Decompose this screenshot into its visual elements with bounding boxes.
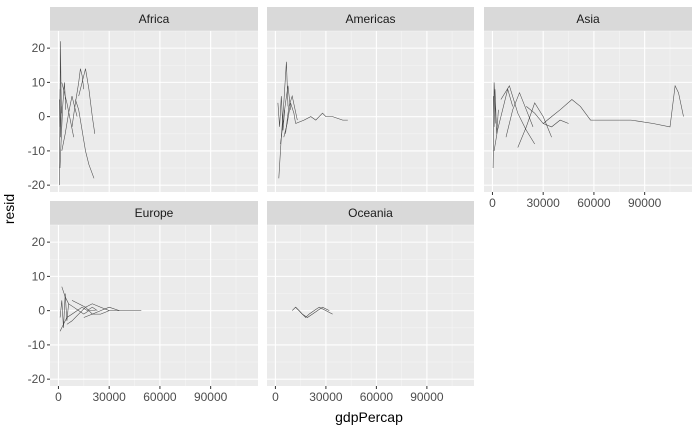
x-tick-label: 30000	[526, 196, 560, 210]
series-line	[505, 91, 534, 138]
y-tick-label: -10	[28, 338, 46, 352]
series-line	[78, 68, 96, 134]
panel-background	[50, 31, 258, 192]
facet-asia: Asia 0 30000 60000 90000	[484, 7, 692, 210]
y-tick-label: 20	[32, 41, 46, 55]
series-line	[59, 89, 62, 138]
facet-strip	[50, 7, 258, 31]
facet-strip	[267, 7, 474, 31]
panel-background	[50, 225, 258, 386]
series-line	[500, 85, 535, 145]
facet-strip	[484, 7, 692, 31]
x-tick-label: 0	[489, 196, 496, 210]
x-tick-label: 60000	[143, 390, 177, 404]
y-tick-label: 20	[32, 235, 46, 249]
x-tick-label: 90000	[628, 196, 662, 210]
y-tick-label: -20	[28, 178, 46, 192]
facet-americas: Americas	[267, 7, 474, 192]
x-tick-label: 0	[272, 390, 279, 404]
series-line	[71, 68, 85, 127]
y-tick-label: 10	[32, 269, 46, 283]
series-line	[59, 293, 69, 328]
series-line	[59, 41, 62, 186]
series-line	[295, 112, 348, 124]
y-axis-title: resid	[1, 194, 17, 224]
x-tick-label: 30000	[309, 390, 343, 404]
series-line	[277, 96, 285, 131]
facet-strip-label: Americas	[345, 12, 395, 26]
y-tick-label: 10	[32, 75, 46, 89]
facet-panels: Africa -20 -10 0 10 20 Americas Asia 0 30000 60000…	[28, 7, 692, 404]
x-tick-label: 60000	[360, 390, 394, 404]
series-line	[295, 306, 330, 318]
facet-europe: Europe 0 30000 60000 90000 -20 -10 0 10 20	[28, 201, 258, 404]
series-line	[493, 89, 499, 134]
facet-strip	[267, 201, 474, 225]
x-tick-label: 90000	[194, 390, 228, 404]
series-line	[61, 82, 74, 138]
facet-strip-label: Africa	[139, 12, 170, 26]
facet-strip-label: Oceania	[348, 206, 393, 220]
series-line	[493, 88, 513, 151]
series-line	[83, 306, 142, 318]
series-line	[278, 61, 289, 179]
series-line	[59, 82, 66, 169]
series-line	[59, 306, 98, 332]
series-line	[285, 95, 298, 134]
x-tick-label: 90000	[410, 390, 444, 404]
series-line	[492, 82, 497, 169]
x-tick-label: 60000	[577, 196, 611, 210]
x-tick-label: 0	[55, 390, 62, 404]
series-line	[543, 84, 684, 128]
y-tick-label: -20	[28, 372, 46, 386]
series-line	[280, 85, 291, 145]
panel-background	[267, 225, 474, 386]
facet-strip-label: Europe	[135, 206, 174, 220]
x-tick-label: 30000	[92, 390, 126, 404]
panel-background	[267, 31, 474, 192]
series-line	[75, 99, 95, 179]
panel-background	[484, 31, 692, 192]
y-tick-label: 0	[38, 304, 45, 318]
facet-strip-label: Asia	[576, 12, 600, 26]
facet-strip	[50, 201, 258, 225]
y-tick-label: -10	[28, 144, 46, 158]
facet-africa: Africa -20 -10 0 10 20	[28, 7, 258, 192]
series-line	[517, 102, 552, 148]
y-tick-label: 0	[38, 110, 45, 124]
x-axis-title: gdpPercap	[335, 409, 403, 425]
facet-oceania: Oceania 0 30000 60000 90000	[267, 201, 474, 404]
series-line	[526, 106, 569, 128]
series-line	[61, 286, 96, 315]
